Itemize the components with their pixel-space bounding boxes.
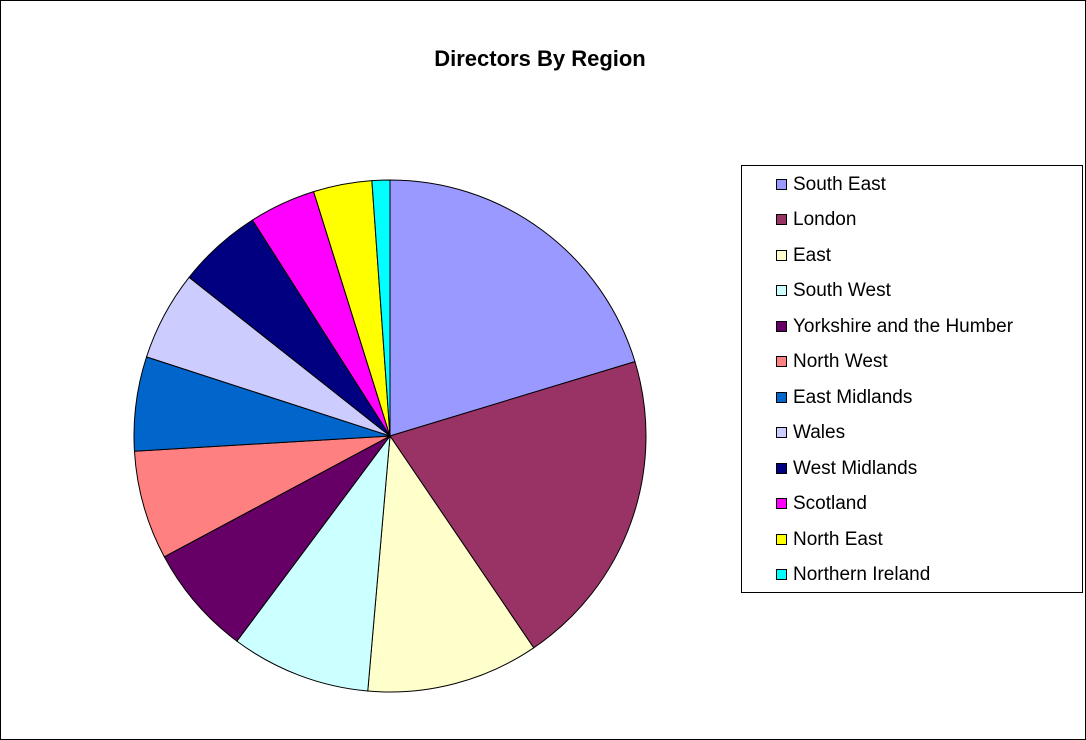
pie-slice-north-west	[133, 435, 391, 558]
pie-slice-south-west	[236, 434, 391, 692]
legend-swatch	[776, 249, 787, 261]
legend-item: North West	[776, 347, 888, 377]
legend-swatch	[776, 285, 787, 296]
legend-swatch	[776, 498, 787, 509]
legend-label: West Midlands	[793, 457, 918, 479]
legend-label: South West	[793, 280, 891, 301]
legend-item: South West	[776, 276, 891, 306]
legend-swatch	[776, 391, 787, 403]
chart-title: Directors By Region	[434, 46, 646, 71]
legend-label: East Midlands	[793, 386, 913, 408]
legend-label: Scotland	[793, 493, 867, 514]
legend-label: Yorkshire and the Humber	[793, 315, 1014, 337]
legend-swatch	[776, 462, 787, 474]
legend-swatch	[776, 214, 787, 225]
chart-legend: South East London East South West Yorkshire …	[741, 165, 1083, 593]
pie-slice-south-east	[389, 179, 636, 437]
legend-item: Scotland	[776, 489, 867, 519]
legend-item: London	[776, 205, 856, 235]
legend-item: Northern Ireland	[776, 560, 930, 590]
legend-label: East	[793, 244, 832, 266]
legend-item: North East	[776, 524, 883, 554]
legend-label: South East	[793, 173, 886, 195]
legend-item: Yorkshire and the Humber	[776, 311, 1013, 341]
pie-slice-london	[389, 360, 647, 649]
legend-label: Wales	[793, 422, 846, 443]
legend-swatch	[776, 178, 787, 190]
legend-swatch	[776, 569, 787, 580]
legend-item: West Midlands	[776, 453, 917, 483]
legend-label: London	[793, 209, 857, 230]
pie-slice-east	[367, 434, 535, 693]
legend-item: East	[776, 240, 831, 270]
legend-item: East Midlands	[776, 382, 912, 412]
legend-swatch	[776, 356, 787, 367]
legend-swatch	[776, 320, 787, 332]
legend-label: North East	[793, 528, 883, 550]
legend-item: Wales	[776, 418, 845, 448]
legend-label: Northern Ireland	[793, 564, 931, 585]
legend-swatch	[776, 533, 787, 545]
pie-slice-northern-ireland	[371, 179, 391, 437]
legend-item: South East	[776, 169, 886, 199]
legend-label: North West	[793, 351, 888, 372]
pie-slice-yorkshire-and-the-humber	[163, 435, 391, 642]
legend-swatch	[776, 427, 787, 438]
